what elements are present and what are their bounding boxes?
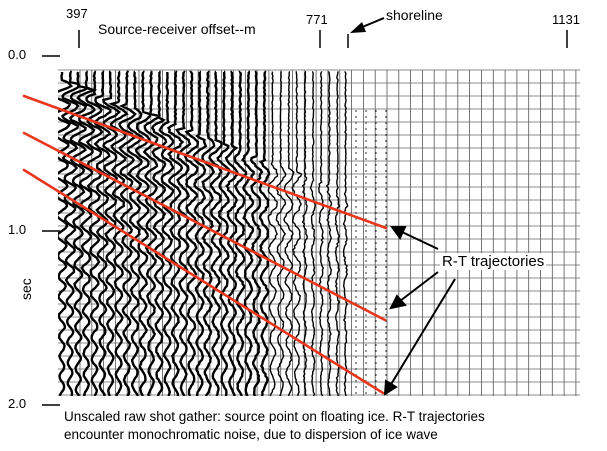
wiggle-trace [92,70,112,396]
annotation-arrow-1 [401,231,439,250]
wiggle-trace [249,70,264,396]
wiggle-trace [76,70,98,396]
wiggle-trace [334,71,341,396]
wiggle-trace [318,71,325,396]
rt-trajectory-1 [22,94,388,230]
y-tick-label-0: 0.0 [8,47,27,62]
wiggle-trace [85,70,104,396]
rt-trajectories [22,94,388,395]
rt-trajectory-3 [22,168,385,395]
caption-line-2: encounter monochromatic noise, due to di… [64,427,438,442]
wiggle-trace [258,70,271,396]
wiggle-trace [301,71,308,396]
y-tick-label-2: 2.0 [8,396,27,411]
wiggle-trace [166,70,185,396]
rt-trajectory-2 [22,131,387,322]
x-tick-label-397: 397 [66,6,88,21]
x-tick-label-771: 771 [306,12,328,27]
annotation-arrows [383,226,456,396]
wiggle-trace [183,70,200,396]
wiggle-trace [267,71,279,396]
wiggle-trace [291,71,303,396]
wiggle-trace [60,70,82,396]
wiggle-trace [192,70,208,396]
wiggle-trace [58,71,74,396]
wiggle-trace [126,70,145,396]
x-axis-label: Source-receiver offset--m [98,21,256,37]
y-axis-label: sec [18,278,34,300]
wiggle-trace [175,70,192,396]
wiggle-trace [134,70,152,396]
wiggle-trace [325,71,333,396]
wiggle-trace [224,70,240,396]
caption-line-1: Unscaled raw shot gather: source point o… [64,409,485,424]
x-axis-ticks [78,30,568,48]
wiggle-trace [233,70,248,396]
rt-trajectories-label: R-T trajectories [440,253,547,270]
y-tick-label-1: 1.0 [8,222,27,237]
wiggle-trace [342,71,349,396]
wiggle-trace [275,71,287,396]
annotation-arrow-2 [399,271,439,302]
wiggle-trace [201,70,216,396]
x-tick-label-1131: 1131 [552,12,580,27]
wiggle-trace [68,71,91,396]
wiggle-trace [108,70,129,396]
shoreline-label: shoreline [386,7,443,23]
wiggle-trace [142,70,162,396]
wiggle-trace [241,70,255,396]
wiggle-trace [150,70,168,396]
shoreline-arrow [350,17,385,33]
wiggle-trace [283,71,295,396]
figure-caption: Unscaled raw shot gather: source point o… [64,408,604,444]
wiggle-trace [216,70,231,396]
wiggle-trace [309,71,316,396]
wiggle-trace [118,70,137,396]
wiggle-trace [158,71,175,396]
annotation-arrow-3 [389,278,456,387]
seismic-traces [58,70,387,396]
y-axis-ticks [42,55,60,406]
